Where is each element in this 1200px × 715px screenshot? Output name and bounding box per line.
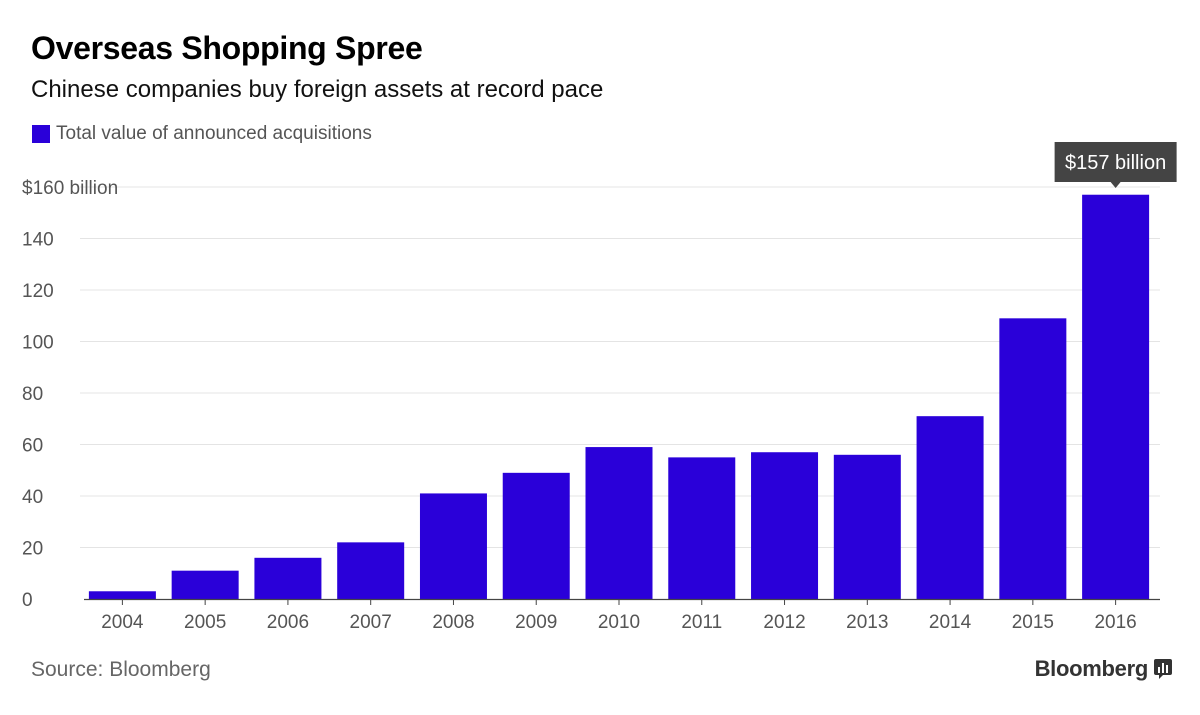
y-tick-label: 60 — [22, 436, 43, 457]
bar-2014 — [916, 416, 984, 599]
legend-label: Total value of announced acquisitions — [56, 123, 372, 144]
y-tick-label: 120 — [22, 281, 54, 302]
annotation-box — [1054, 142, 1177, 182]
bar-2006 — [254, 557, 322, 599]
bar-2016 — [1082, 194, 1150, 599]
x-tick-label: 2011 — [681, 612, 722, 633]
x-tick-label: 2009 — [515, 612, 557, 633]
brand-logo: Bloomberg — [1035, 656, 1172, 682]
bar-2013 — [833, 454, 901, 599]
brand-name: Bloomberg — [1034, 656, 1149, 681]
x-tick-label: 2012 — [763, 612, 805, 633]
x-tick-label: 2015 — [1012, 612, 1054, 633]
x-tick-label: 2013 — [846, 612, 888, 633]
x-tick-label: 2006 — [267, 612, 309, 633]
source-note: Source: Bloomberg — [31, 658, 211, 681]
annotation-label: $157 billion — [1065, 152, 1166, 174]
bar-2015 — [999, 318, 1067, 599]
annotation-pointer — [1110, 182, 1121, 188]
y-tick-label: 140 — [22, 230, 54, 251]
bar-2010 — [585, 447, 653, 599]
x-tick-label: 2004 — [101, 612, 144, 633]
y-tick-label: $160 billion — [22, 178, 118, 199]
x-tick-label: 2010 — [598, 612, 640, 633]
x-tick-label: 2008 — [432, 612, 474, 633]
x-tick-label: 2007 — [350, 612, 392, 633]
x-tick-label: 2014 — [929, 612, 972, 633]
bar-2012 — [751, 452, 819, 599]
bar-2009 — [502, 472, 570, 599]
y-tick-label: 80 — [22, 384, 43, 405]
y-tick-label: 0 — [22, 590, 33, 611]
bloomberg-terminal-icon — [1154, 659, 1172, 679]
bar-2005 — [171, 570, 239, 599]
bar-2011 — [668, 457, 736, 599]
chart-title: Overseas Shopping Spree — [31, 30, 423, 66]
y-tick-label: 40 — [22, 487, 43, 508]
x-tick-label: 2016 — [1094, 612, 1136, 633]
bar-2004 — [88, 591, 156, 599]
bar-2008 — [419, 493, 487, 599]
legend: Total value of announced acquisitions — [32, 123, 372, 145]
y-tick-label: 20 — [22, 539, 43, 560]
x-tick-label: 2005 — [184, 612, 226, 633]
y-tick-label: 100 — [22, 333, 54, 354]
chart-subtitle: Chinese companies buy foreign assets at … — [31, 76, 604, 103]
legend-swatch — [32, 125, 50, 143]
bar-2007 — [337, 542, 405, 599]
